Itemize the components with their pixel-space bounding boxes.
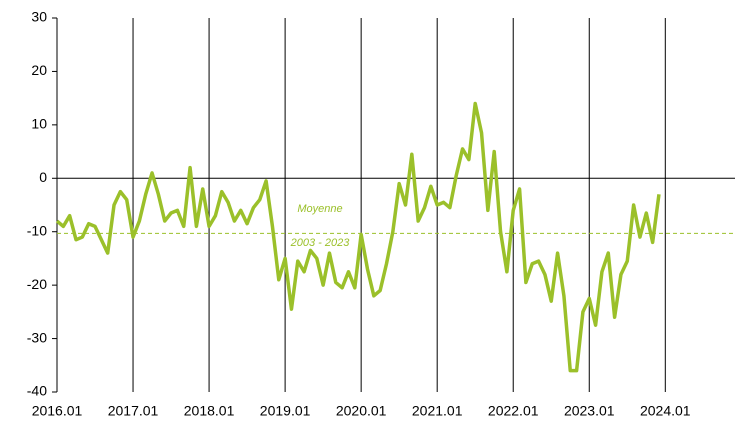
y-tick-label: 10 bbox=[31, 116, 47, 132]
annotation: 2003 - 2023 bbox=[290, 237, 351, 249]
x-tick-label: 2022.01 bbox=[488, 403, 539, 419]
annotation: Moyenne bbox=[297, 203, 342, 215]
x-tick-label: 2020.01 bbox=[336, 403, 387, 419]
x-tick-label: 2017.01 bbox=[108, 403, 159, 419]
y-tick-label: -10 bbox=[27, 222, 47, 238]
y-tick-label: -20 bbox=[27, 276, 47, 292]
y-tick-label: -40 bbox=[27, 383, 47, 399]
x-tick-label: 2018.01 bbox=[184, 403, 235, 419]
x-tick-label: 2019.01 bbox=[260, 403, 311, 419]
y-tick-label: 30 bbox=[31, 9, 47, 25]
y-tick-label: -30 bbox=[27, 329, 47, 345]
data-line bbox=[55, 101, 661, 373]
x-tick-label: 2023.01 bbox=[564, 403, 615, 419]
y-tick-label: 20 bbox=[31, 62, 47, 78]
x-tick-label: 2021.01 bbox=[412, 403, 463, 419]
x-tick-label: 2024.01 bbox=[640, 403, 691, 419]
y-tick-label: 0 bbox=[39, 169, 47, 185]
x-tick-label: 2016.01 bbox=[32, 403, 83, 419]
